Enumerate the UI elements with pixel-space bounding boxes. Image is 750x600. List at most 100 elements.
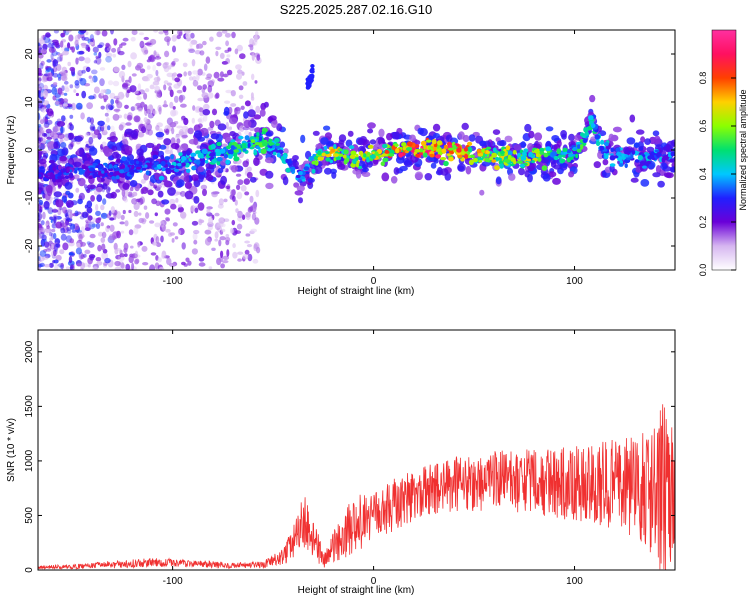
- spectrogram-ridge-blob: [382, 143, 388, 149]
- spectrogram-ridge-blob: [481, 161, 491, 167]
- spectrogram-ridge-blob: [624, 163, 628, 169]
- spectrogram-ridge-blob: [161, 199, 170, 205]
- spectrogram-noise-blob: [155, 236, 160, 244]
- spectrogram-ridge-blob: [254, 127, 262, 134]
- spectrogram-noise-blob: [166, 72, 174, 78]
- spectrogram-ridge-blob: [357, 165, 363, 170]
- spectrogram-noise-blob: [91, 223, 97, 228]
- spectrogram-ridge-blob: [634, 159, 640, 163]
- spectrogram-ridge-blob: [541, 165, 548, 171]
- spectrogram-ridge-blob: [485, 146, 492, 150]
- spectrogram-noise-blob: [137, 132, 145, 138]
- spectrogram-ridge-blob: [520, 141, 526, 149]
- spectrogram-noise-blob: [248, 44, 254, 48]
- spectrogram-ridge-blob: [539, 151, 545, 155]
- spectrogram-noise-blob: [240, 105, 245, 111]
- spectrogram-noise-blob: [91, 69, 98, 75]
- spectrogram-noise-blob: [187, 70, 192, 76]
- spectrogram-noise-blob: [60, 126, 65, 134]
- spectrogram-noise-blob: [251, 73, 255, 81]
- spectrogram-ridge-blob: [637, 155, 644, 161]
- spectrogram-ridge-blob: [419, 148, 424, 153]
- spectrogram-noise-blob: [38, 67, 42, 76]
- spectrogram-noise-blob: [221, 30, 228, 34]
- spectrogram-ridge-blob: [542, 173, 551, 182]
- spectrogram-ridge-blob: [145, 170, 150, 176]
- spectrogram-ridge-blob: [464, 153, 469, 160]
- spectrogram-noise-blob: [155, 125, 160, 131]
- spectrogram-noise-blob: [79, 78, 87, 86]
- spectrogram-ridge-blob: [656, 152, 660, 157]
- spectrogram-ridge-blob: [88, 167, 95, 172]
- spectrogram-ridge-blob: [595, 140, 601, 146]
- spectrogram-ridge-blob: [86, 207, 93, 214]
- spectrogram-ridge-blob: [216, 141, 222, 147]
- spectrogram-ridge-blob: [440, 168, 449, 176]
- spectrogram-ridge-blob: [253, 149, 257, 154]
- spectrogram-ridge-blob: [568, 133, 575, 141]
- spectrogram-noise-blob: [75, 247, 82, 255]
- spectrogram-noise-blob: [39, 62, 44, 70]
- spectrogram-noise-blob: [141, 245, 148, 252]
- spectrogram-ridge-blob: [129, 180, 138, 187]
- spectrogram-noise-blob: [51, 209, 59, 213]
- spectrogram-noise-blob: [133, 210, 139, 217]
- spectrogram-noise-blob: [38, 259, 42, 263]
- spectrogram-ridge-blob: [545, 140, 552, 148]
- spectrogram-ridge-blob: [609, 163, 616, 167]
- spectrogram-noise-blob: [121, 189, 126, 197]
- spectrogram-noise-blob: [106, 125, 111, 131]
- spectrogram-ridge-blob: [67, 192, 74, 199]
- spectrogram-ridge-blob: [109, 135, 118, 143]
- spectrogram-noise-blob: [69, 211, 73, 219]
- spectrogram-noise-blob: [40, 60, 45, 66]
- spectrogram-noise-blob: [158, 106, 162, 115]
- spectrogram-noise-blob: [214, 238, 218, 242]
- spectrogram-ridge-blob: [64, 175, 70, 179]
- spectrogram-ridge-blob: [293, 182, 300, 188]
- spectrogram-ridge-blob: [499, 150, 505, 155]
- spectrogram-ridge-blob: [202, 188, 207, 197]
- spectrogram-ridge-blob: [244, 100, 251, 107]
- spectrogram-ridge-blob: [363, 153, 367, 158]
- spectrogram-noise-blob: [95, 204, 99, 211]
- spectrogram-noise-blob: [207, 92, 214, 99]
- spectrogram-noise-blob: [201, 92, 209, 99]
- spectrogram-noise-blob: [122, 83, 128, 88]
- spectrogram-noise-blob: [112, 80, 120, 87]
- spectrogram-noise-blob: [176, 34, 181, 40]
- spectrogram-noise-blob: [143, 117, 148, 123]
- spectrogram-ridge-blob: [409, 134, 416, 142]
- spectrogram-noise-blob: [157, 93, 161, 99]
- spectrogram-noise-blob: [71, 102, 76, 111]
- spectrogram-noise-blob: [196, 73, 200, 81]
- spectrogram-noise-blob: [42, 34, 46, 41]
- spectrogram-ridge-blob: [147, 189, 154, 196]
- spectrogram-noise-blob: [38, 264, 43, 268]
- spectrogram-noise-blob: [222, 73, 229, 78]
- spectrogram-noise-blob: [57, 53, 64, 57]
- spectrogram-noise-blob: [192, 80, 199, 87]
- spectrogram-ridge-blob: [425, 139, 432, 143]
- spectrogram-noise-blob: [75, 57, 79, 65]
- spectrogram-noise-blob: [66, 266, 70, 270]
- spectrogram-noise-blob: [149, 55, 155, 62]
- spectrogram-ridge-blob: [349, 154, 356, 159]
- spectrogram-ridge-blob: [43, 201, 50, 209]
- spectrogram-ridge-blob: [477, 153, 484, 157]
- spectrogram-noise-blob: [113, 242, 118, 251]
- spectrogram-noise-blob: [124, 104, 129, 109]
- spectrogram-ridge-blob: [335, 156, 342, 161]
- spectrogram-noise-blob: [99, 78, 105, 87]
- spectrogram-noise-blob: [51, 42, 55, 49]
- spectrogram-noise-blob: [38, 100, 41, 108]
- spectrogram-noise-blob: [92, 46, 99, 53]
- spectrogram-ridge-blob: [176, 179, 185, 188]
- spectrogram-noise-blob: [39, 137, 43, 142]
- spectrogram-noise-blob: [234, 106, 241, 115]
- spectrogram-noise-blob: [134, 250, 139, 259]
- spectrogram-ridge-blob: [419, 128, 428, 137]
- spectrogram-ridge-blob: [178, 152, 183, 157]
- spectrogram-ridge-blob: [424, 173, 433, 181]
- spectrogram-noise-blob: [174, 77, 181, 83]
